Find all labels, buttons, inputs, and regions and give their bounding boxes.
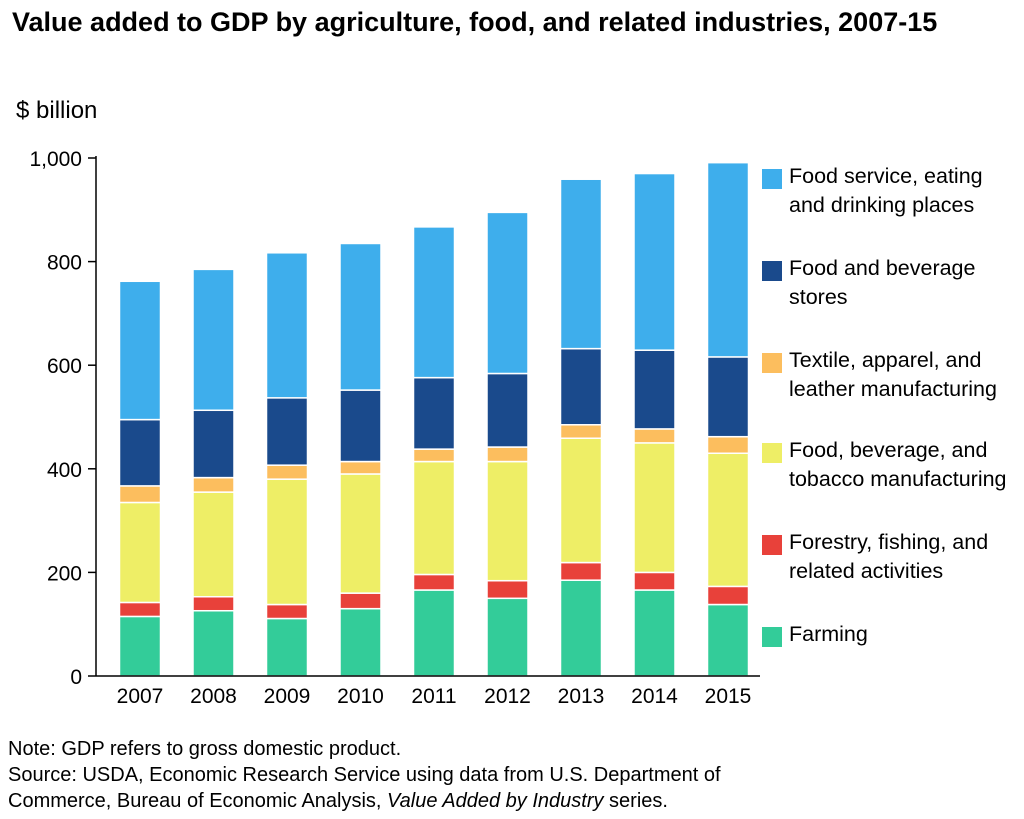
bar-segment-2009-2: [265, 478, 309, 606]
legend-item-food-service: Food service, eating and drinking places: [762, 162, 1019, 220]
bar-segment-2010-5: [339, 242, 382, 391]
bar-segment-2009-1: [265, 603, 309, 620]
bar-segment-2013-2: [559, 437, 603, 564]
bar-segment-2011-3: [412, 448, 456, 463]
legend-item-textile: Textile, apparel, and leather manufactur…: [762, 346, 1019, 404]
chart-title: Value added to GDP by agriculture, food,…: [12, 7, 938, 37]
legend-swatch-forestry: [762, 535, 782, 555]
chart-notes: Note: GDP refers to gross domestic produ…: [8, 736, 721, 814]
bar-segment-2009-4: [265, 397, 309, 466]
bar-segment-2015-1: [706, 585, 750, 606]
y-tick-label-1000: 1,000: [29, 148, 82, 171]
x-tick-label-2008: 2008: [190, 685, 237, 708]
bar-segment-2007-0: [118, 615, 162, 677]
y-tick-label-400: 400: [47, 459, 82, 482]
bar-segment-2007-4: [118, 418, 162, 487]
bar-segment-2014-3: [633, 428, 676, 444]
x-tick-label-2015: 2015: [705, 685, 752, 708]
bar-segment-2009-3: [265, 464, 309, 480]
bar-segment-2007-2: [118, 501, 162, 604]
source-line-2-suffix: series.: [603, 790, 668, 812]
bar-segment-2013-4: [559, 347, 603, 426]
bar-segment-2008-1: [192, 595, 235, 612]
bar-segment-2015-4: [706, 356, 750, 438]
bar-segment-2009-5: [265, 252, 309, 399]
source-line-2: Commerce, Bureau of Economic Analysis, V…: [8, 788, 721, 814]
bar-segment-2009-0: [265, 617, 309, 677]
legend-item-farming: Farming: [762, 620, 1019, 649]
legend-swatch-food-beverage-stores: [762, 261, 782, 281]
legend-label-textile: Textile, apparel, and leather manufactur…: [789, 348, 997, 401]
bar-segment-2013-5: [559, 178, 603, 350]
bar-segment-2012-2: [486, 460, 529, 582]
legend-swatch-textile: [762, 353, 782, 373]
bar-segment-2010-0: [339, 607, 382, 677]
bar-segment-2010-2: [339, 473, 382, 594]
source-publication-title: Value Added by Industry: [387, 790, 604, 812]
x-tick-label-2010: 2010: [337, 685, 384, 708]
y-tick-label-200: 200: [47, 562, 82, 585]
bar-segment-2015-5: [706, 161, 750, 358]
bar-segment-2014-2: [633, 442, 676, 574]
bar-segment-2007-1: [118, 601, 162, 618]
y-axis-unit-label: $ billion: [16, 97, 98, 124]
bar-segment-2008-0: [192, 609, 235, 677]
bar-segment-2011-5: [412, 226, 456, 379]
bar-segment-2011-2: [412, 460, 456, 576]
bar-segment-2014-4: [633, 349, 676, 430]
bar-segment-2011-0: [412, 589, 456, 677]
bar-segment-2015-2: [706, 452, 750, 588]
legend-label-food-manufacturing: Food, beverage, and tobacco manufacturin…: [789, 438, 1007, 491]
source-line-2-prefix: Commerce, Bureau of Economic Analysis,: [8, 790, 388, 812]
bar-segment-2007-5: [118, 280, 162, 421]
legend-label-forestry: Forestry, fishing, and related activitie…: [789, 530, 989, 583]
x-tick-label-2014: 2014: [631, 685, 678, 708]
y-tick-label-0: 0: [70, 666, 82, 689]
bar-segment-2014-5: [633, 172, 676, 351]
bar-segment-2012-0: [486, 597, 529, 677]
legend-label-food-service: Food service, eating and drinking places: [789, 164, 983, 217]
legend-item-food-beverage-stores: Food and beverage stores: [762, 254, 1019, 312]
bar-segment-2015-3: [706, 435, 750, 455]
bar-segment-2014-1: [633, 571, 676, 591]
bar-segment-2014-0: [633, 589, 676, 677]
legend-swatch-food-manufacturing: [762, 443, 782, 463]
bar-segment-2007-3: [118, 485, 162, 504]
x-tick-label-2013: 2013: [558, 685, 605, 708]
bar-segment-2008-2: [192, 491, 235, 598]
bar-segment-2011-4: [412, 376, 456, 450]
x-tick-label-2011: 2011: [411, 685, 456, 708]
bar-segment-2008-3: [192, 476, 235, 493]
bar-segment-2008-5: [192, 268, 235, 412]
bar-segment-2012-4: [486, 372, 529, 448]
bar-segment-2012-5: [486, 211, 529, 375]
y-tick-label-600: 600: [47, 355, 82, 378]
legend-item-food-manufacturing: Food, beverage, and tobacco manufacturin…: [762, 436, 1019, 494]
x-tick-label-2012: 2012: [484, 685, 531, 708]
bar-segment-2012-3: [486, 446, 529, 463]
legend-label-farming: Farming: [789, 622, 868, 646]
bar-segment-2010-3: [339, 460, 382, 475]
bar-segment-2013-0: [559, 579, 603, 677]
legend-swatch-farming: [762, 627, 782, 647]
legend-item-forestry: Forestry, fishing, and related activitie…: [762, 528, 1019, 586]
bar-segment-2013-1: [559, 561, 603, 581]
source-line-1: Source: USDA, Economic Research Service …: [8, 764, 721, 786]
bar-segment-2011-1: [412, 573, 456, 591]
bar-segment-2015-0: [706, 603, 750, 677]
bar-segment-2012-1: [486, 579, 529, 600]
bar-segment-2008-4: [192, 409, 235, 479]
legend-swatch-food-service: [762, 169, 782, 189]
bar-segment-2010-4: [339, 389, 382, 463]
legend-label-food-beverage-stores: Food and beverage stores: [789, 256, 976, 309]
y-tick-label-800: 800: [47, 252, 82, 275]
x-tick-label-2007: 2007: [117, 685, 164, 708]
x-tick-label-2009: 2009: [264, 685, 311, 708]
bar-segment-2013-3: [559, 424, 603, 439]
note-text: Note: GDP refers to gross domestic produ…: [8, 738, 402, 760]
bar-segment-2010-1: [339, 592, 382, 610]
